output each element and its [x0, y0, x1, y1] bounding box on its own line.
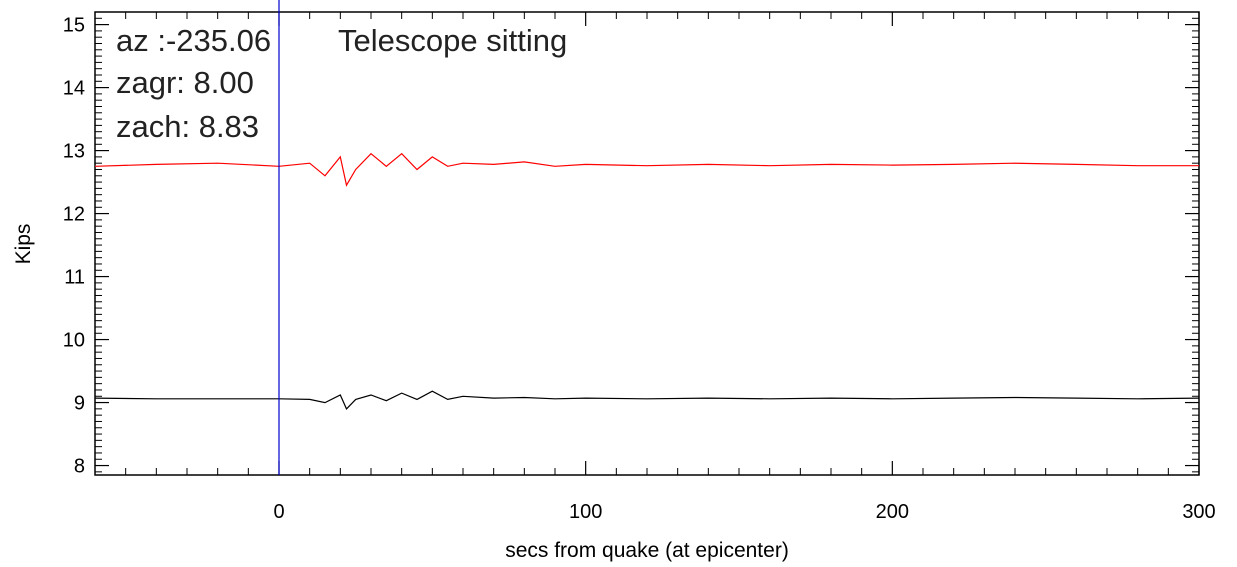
- x-tick-label: 300: [1182, 501, 1215, 523]
- y-tick-label: 12: [63, 204, 85, 226]
- y-tick-label: 8: [74, 456, 85, 478]
- series-line-0: [94, 152, 1199, 187]
- x-tick-label: 200: [876, 501, 909, 523]
- annotation-zagr: zagr: 8.00: [116, 65, 254, 100]
- annotation-zach: zach: 8.83: [116, 109, 259, 144]
- y-tick-label: 14: [63, 78, 85, 100]
- tick-labels: 8 9 10 11 12 13 14 15 0 100 200 300: [63, 15, 1216, 523]
- y-tick-label: 9: [74, 393, 85, 415]
- x-axis-label: secs from quake (at epicenter): [505, 539, 789, 562]
- series-layer: [94, 152, 1200, 410]
- y-tick-label: 15: [63, 15, 85, 37]
- y-axis-label: Kips: [12, 224, 35, 265]
- series-line-1: [94, 390, 1200, 410]
- y-tick-label: 11: [64, 267, 85, 289]
- annotation-azimuth: az :-235.06: [116, 23, 271, 58]
- annotation-status: Telescope sitting: [338, 23, 567, 58]
- y-tick-label: 10: [63, 330, 85, 352]
- y-tick-label: 13: [63, 141, 85, 163]
- x-tick-label: 0: [273, 501, 284, 523]
- tick-marks: [94, 11, 1200, 475]
- x-tick-label: 100: [569, 501, 602, 523]
- plot-frame: [94, 11, 1200, 476]
